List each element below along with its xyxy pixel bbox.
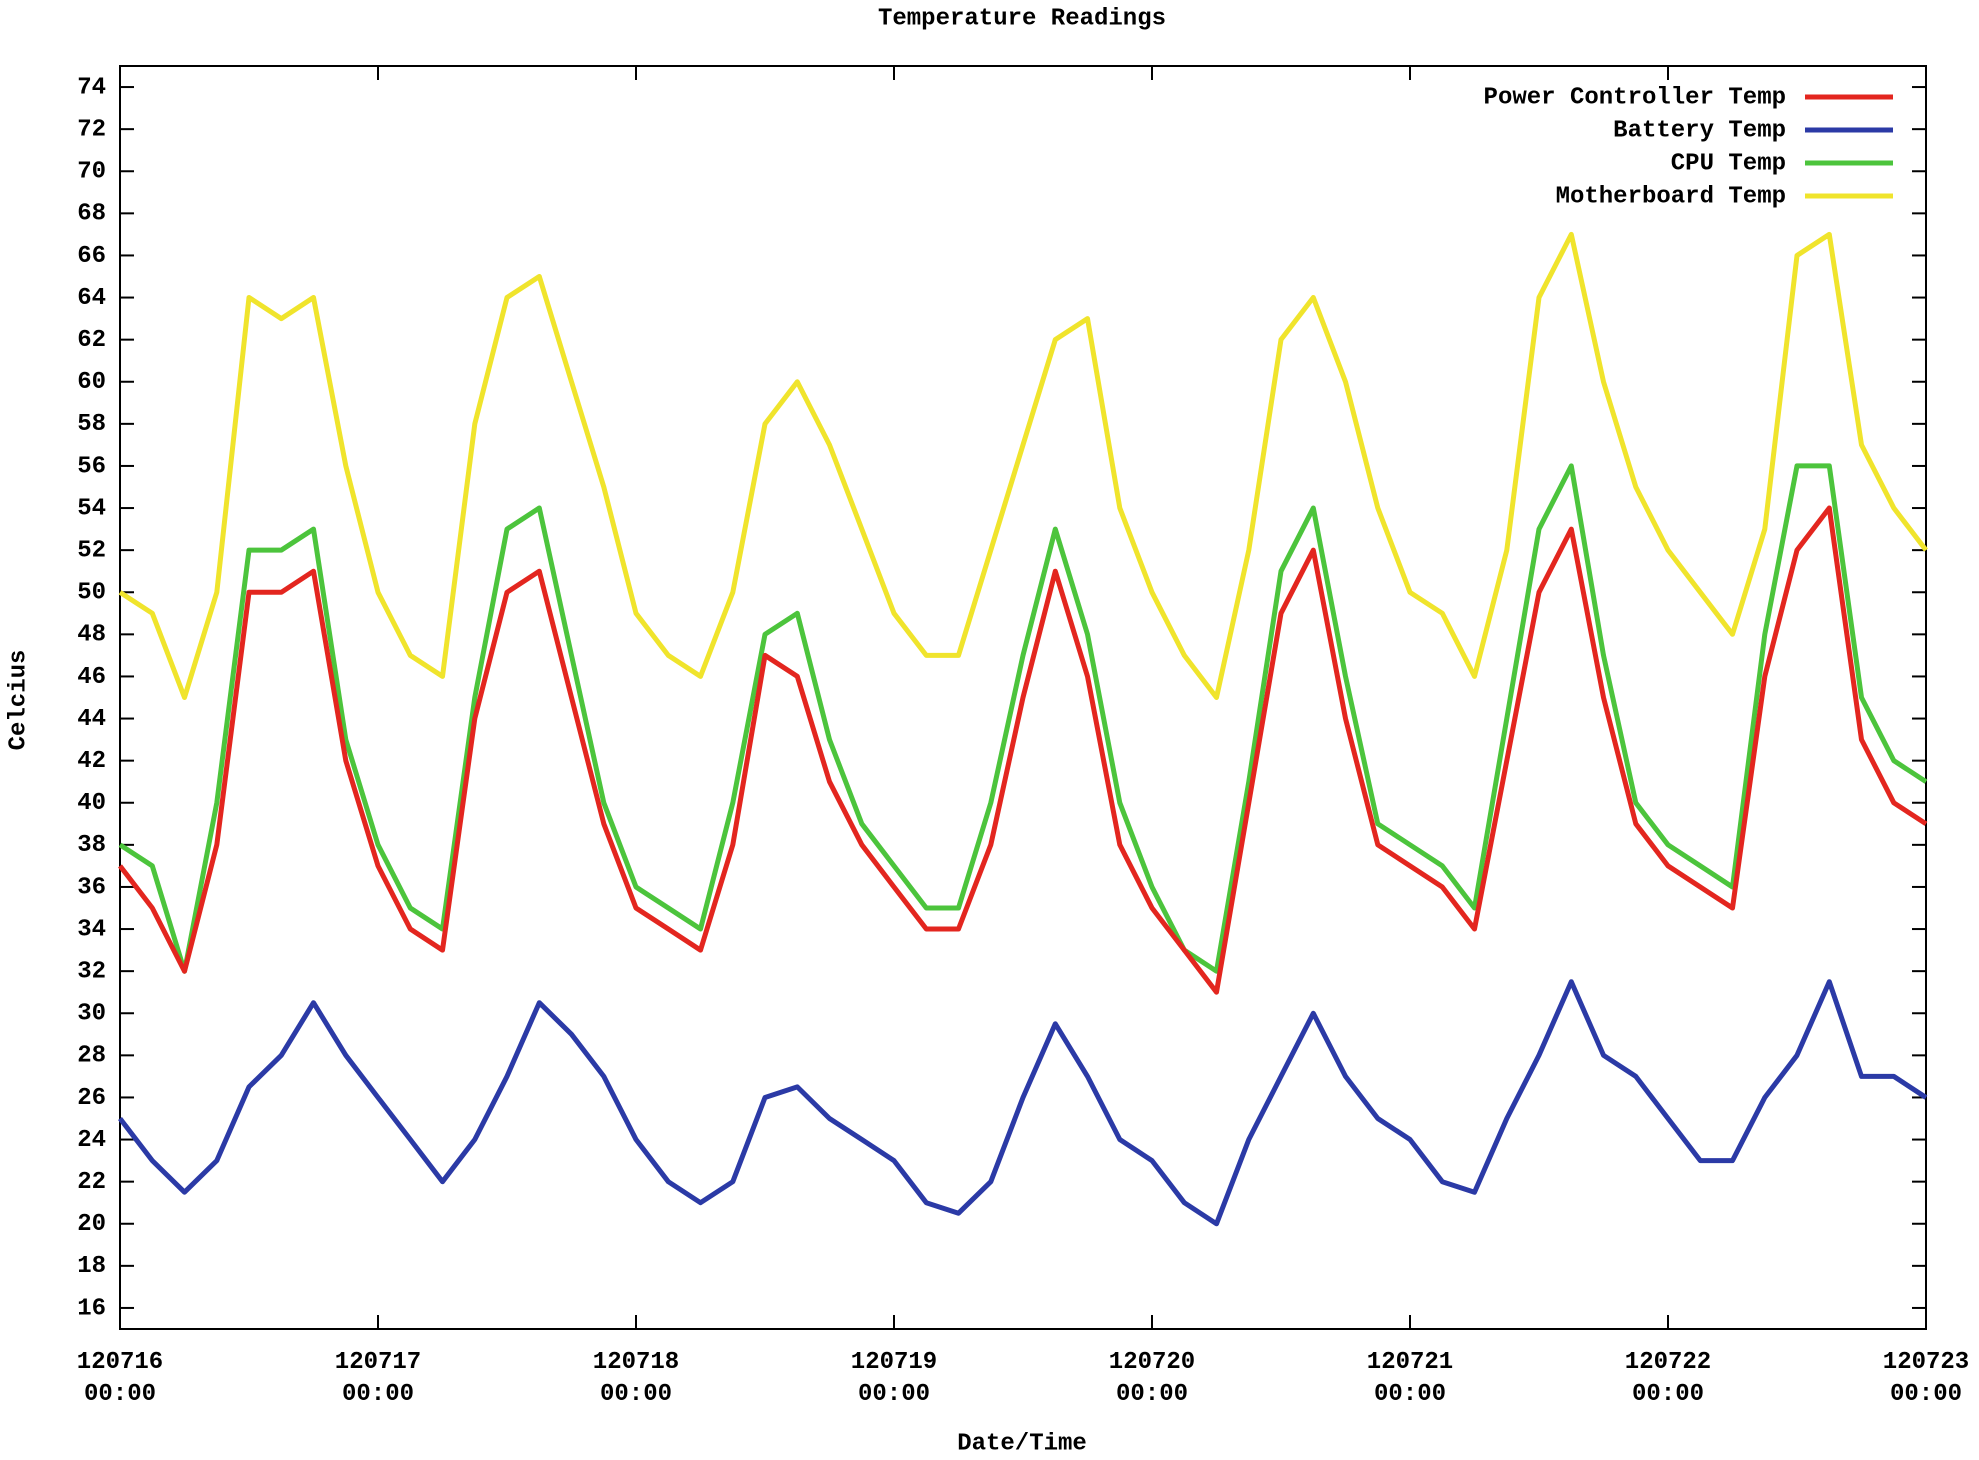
y-axis-label: Celcius bbox=[5, 650, 32, 751]
y-tick-label: 52 bbox=[77, 537, 106, 564]
y-tick-label: 48 bbox=[77, 622, 106, 649]
y-tick-label: 28 bbox=[77, 1043, 106, 1070]
y-tick-label: 56 bbox=[77, 453, 106, 480]
y-tick-label: 16 bbox=[77, 1295, 106, 1322]
series-line bbox=[118, 463, 1928, 974]
y-tick-label: 40 bbox=[77, 790, 106, 817]
x-axis-label: Date/Time bbox=[957, 1430, 1087, 1457]
y-tick-label: 26 bbox=[77, 1085, 106, 1112]
y-tick-label: 18 bbox=[77, 1253, 106, 1280]
y-tick-label: 54 bbox=[77, 495, 106, 522]
y-tick-label: 42 bbox=[77, 748, 106, 775]
y-tick-label: 64 bbox=[77, 285, 106, 312]
y-tick-label: 24 bbox=[77, 1127, 106, 1154]
x-tick-label: 120717 00:00 bbox=[334, 1349, 422, 1408]
y-tick-label: 72 bbox=[77, 116, 106, 143]
y-tick-label: 66 bbox=[77, 243, 106, 270]
y-tick-label: 36 bbox=[77, 874, 106, 901]
series-line bbox=[118, 231, 1928, 700]
y-tick-label: 20 bbox=[77, 1211, 106, 1238]
y-tick-label: 34 bbox=[77, 916, 106, 943]
x-tick-label: 120721 00:00 bbox=[1366, 1349, 1454, 1408]
y-tick-label: 58 bbox=[77, 411, 106, 438]
y-tick-label: 30 bbox=[77, 1001, 106, 1028]
y-tick-label: 50 bbox=[77, 580, 106, 607]
x-tick-label: 120720 00:00 bbox=[1108, 1349, 1196, 1408]
series-line bbox=[118, 979, 1928, 1227]
plot-frame bbox=[119, 65, 1927, 1330]
legend-label: CPU Temp bbox=[1671, 150, 1786, 177]
y-tick-label: 38 bbox=[77, 832, 106, 859]
y-tick-label: 68 bbox=[77, 201, 106, 228]
y-tick-label: 32 bbox=[77, 958, 106, 985]
legend-label: Battery Temp bbox=[1613, 117, 1786, 144]
y-tick-label: 22 bbox=[77, 1169, 106, 1196]
y-tick-label: 46 bbox=[77, 664, 106, 691]
y-tick-label: 70 bbox=[77, 159, 106, 186]
y-tick-label: 60 bbox=[77, 369, 106, 396]
legend-label: Motherboard Temp bbox=[1556, 183, 1786, 210]
x-tick-label: 120722 00:00 bbox=[1624, 1349, 1712, 1408]
legend-label: Power Controller Temp bbox=[1484, 84, 1786, 111]
series-line bbox=[118, 505, 1928, 995]
x-tick-label: 120718 00:00 bbox=[592, 1349, 680, 1408]
y-tick-label: 44 bbox=[77, 706, 106, 733]
y-tick-label: 62 bbox=[77, 327, 106, 354]
y-tick-label: 74 bbox=[77, 74, 106, 101]
x-tick-label: 120723 00:00 bbox=[1882, 1349, 1970, 1408]
x-tick-label: 120719 00:00 bbox=[850, 1349, 938, 1408]
chart-title: Temperature Readings bbox=[878, 5, 1166, 32]
x-tick-label: 120716 00:00 bbox=[76, 1349, 164, 1408]
